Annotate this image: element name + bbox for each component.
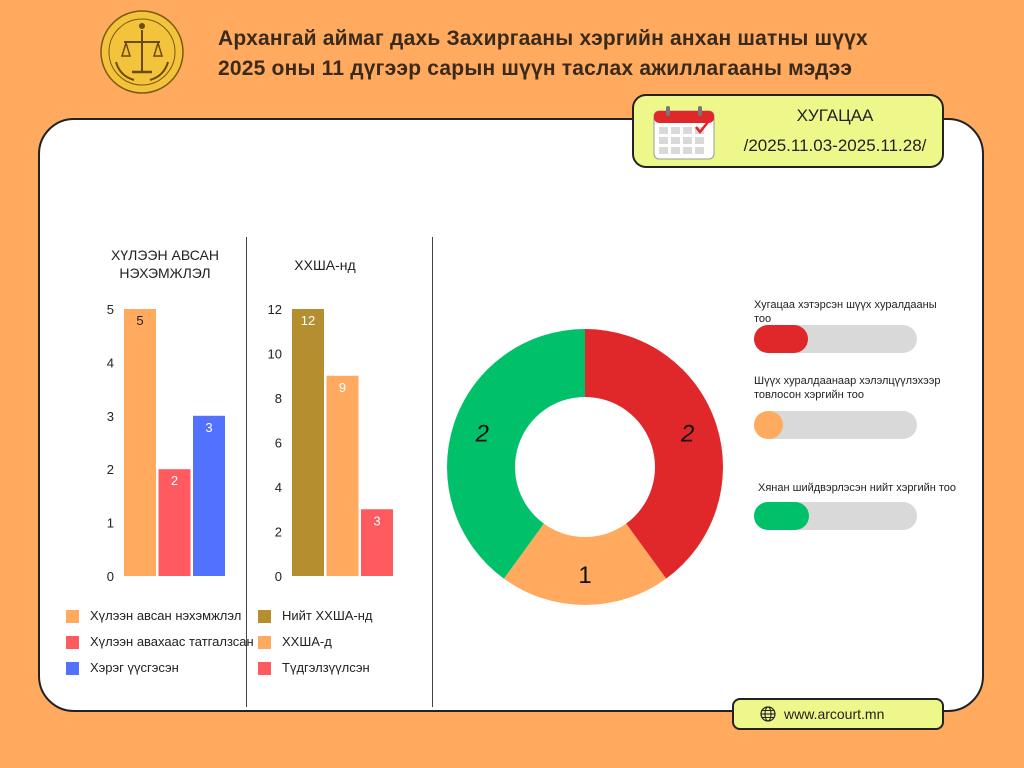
progress-label: Шүүх хуралдаанаар хэлэлцүүлэхээр товлосо… — [754, 375, 941, 401]
bar — [292, 309, 324, 576]
legend-swatch — [258, 610, 271, 623]
period-box: ХУГАЦАА /2025.11.03-2025.11.28/ — [632, 94, 944, 168]
period-label: ХУГАЦАА — [796, 106, 874, 125]
legend-swatch — [258, 636, 271, 649]
legend-swatch — [66, 636, 79, 649]
page-title: Архангай аймаг дахь Захиргааны хэргийн а… — [218, 24, 868, 84]
progress-scheduled-cases: Шүүх хуралдаанаар хэлэлцүүлэхээр товлосо… — [754, 374, 954, 439]
chart2-title-text: ХХША-нд — [294, 257, 356, 273]
progress-track — [754, 411, 917, 439]
y-tick-label: 12 — [268, 302, 282, 317]
bar — [193, 415, 225, 576]
progress-track — [754, 502, 917, 530]
y-tick-label: 5 — [107, 302, 114, 317]
y-tick-label: 4 — [107, 355, 114, 370]
bar-value-label: 12 — [301, 313, 315, 328]
progress-label: Хугацаа хэтэрсэн шүүх хуралдааны тоо — [754, 299, 937, 325]
website-link[interactable]: www.arcourt.mn — [732, 698, 944, 730]
bar-value-label: 3 — [373, 513, 380, 528]
chart1-title: ХҮЛЭЭН АВСАН НЭХЭМЖЛЭЛ — [90, 246, 240, 282]
title-line-2: 2025 оны 11 дүгээр сарын шүүн таслах ажи… — [218, 57, 853, 80]
progress-overdue-hearings: Хугацаа хэтэрсэн шүүх хуралдааны тоо — [754, 298, 954, 353]
period-range: /2025.11.03-2025.11.28/ — [743, 136, 927, 155]
progress-fill — [754, 411, 784, 439]
y-tick-label: 10 — [268, 347, 282, 362]
bar-value-label: 9 — [339, 380, 346, 395]
progress-track — [754, 325, 917, 353]
progress-fill — [754, 502, 810, 530]
progress-fill — [754, 325, 808, 353]
bar-value-label: 2 — [171, 473, 178, 488]
legend-label: ХХША-д — [282, 634, 332, 649]
bar — [326, 375, 359, 576]
y-tick-label: 0 — [275, 569, 282, 584]
legend-label: Хэрэг үүсгэсэн — [90, 660, 179, 675]
title-line-1: Архангай аймаг дахь Захиргааны хэргийн а… — [218, 27, 868, 50]
bar — [158, 469, 191, 576]
bar-value-label: 3 — [205, 420, 212, 435]
progress-resolved-cases: Хянан шийдвэрлэсэн нийт хэргийн тоо — [754, 481, 958, 530]
bar-chart-received-claims: 0 1 2 3 4 5 5 2 3 — [107, 302, 225, 584]
y-tick-label: 0 — [107, 569, 114, 584]
y-tick-label: 2 — [275, 525, 282, 540]
bar-chart-hhsha: 0 2 4 6 8 10 12 12 9 3 — [268, 302, 393, 584]
y-tick-label: 8 — [275, 391, 282, 406]
donut-slice — [585, 329, 723, 579]
legend-swatch — [66, 610, 79, 623]
court-emblem-icon — [100, 10, 184, 94]
calendar-icon — [653, 106, 715, 160]
donut-chart: 2 1 2 — [447, 329, 723, 605]
progress-label: Хянан шийдвэрлэсэн нийт хэргийн тоо — [758, 482, 957, 494]
y-tick-label: 2 — [107, 462, 114, 477]
donut-slice-label: 1 — [578, 562, 591, 589]
y-tick-label: 1 — [107, 516, 114, 531]
bar-value-label: 5 — [136, 313, 143, 328]
divider-2 — [432, 237, 433, 707]
website-text: www.arcourt.mn — [784, 706, 885, 722]
legend-label: Нийт ХХША-нд — [282, 608, 373, 623]
chart2-title: ХХША-нд — [250, 256, 400, 274]
y-tick-label: 6 — [275, 436, 282, 451]
legend-swatch — [66, 662, 79, 675]
y-tick-label: 4 — [275, 480, 282, 495]
legend-label: Хүлээн авахаас татгалзсан — [90, 634, 254, 649]
donut-slice-label: 2 — [680, 421, 694, 448]
legend-swatch — [258, 662, 271, 675]
bar — [124, 309, 156, 576]
chart1-title-line-2: НЭХЭМЖЛЭЛ — [119, 265, 211, 281]
donut-slice — [503, 523, 667, 605]
y-tick-label: 3 — [107, 409, 114, 424]
globe-icon — [760, 706, 776, 722]
divider-1 — [246, 237, 247, 707]
bar — [361, 509, 393, 576]
chart1-title-line-1: ХҮЛЭЭН АВСАН — [111, 247, 219, 263]
donut-slice-label: 2 — [475, 421, 489, 448]
donut-slice — [447, 329, 585, 579]
legend-label: Хүлээн авсан нэхэмжлэл — [90, 608, 242, 623]
legend-label: Түдгэлзүүлсэн — [282, 660, 370, 675]
